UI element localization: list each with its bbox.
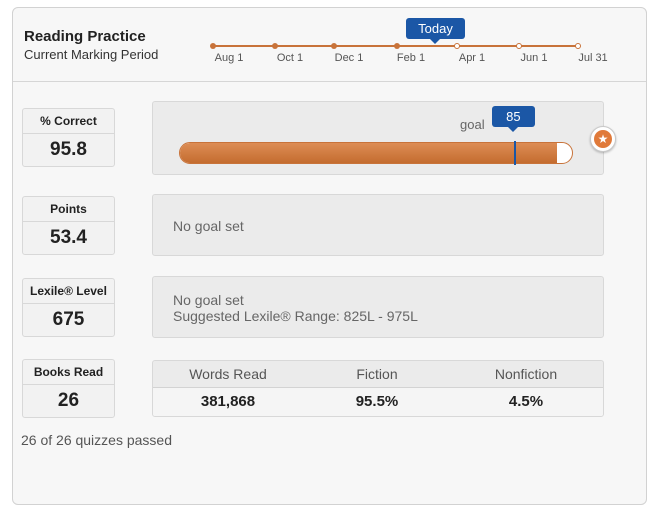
nonfiction-value: 4.5% <box>508 393 544 410</box>
stat-label: Books Read <box>23 360 114 385</box>
stat-points: Points 53.4 <box>22 196 115 255</box>
stat-label: Points <box>23 197 114 222</box>
stat-books-read: Books Read 26 <box>22 359 115 418</box>
timeline-dot-jun <box>516 43 522 49</box>
lexile-range: Suggested Lexile® Range: 825L - 975L <box>173 308 418 324</box>
timeline-label: Dec 1 <box>334 52 364 64</box>
goal-value-badge: 85 <box>491 106 535 132</box>
timeline-line-future <box>437 45 578 47</box>
nonfiction-label: Nonfiction <box>494 366 558 382</box>
timeline-dot-aug <box>210 43 216 49</box>
timeline-dot-jul <box>575 43 581 49</box>
stat-value: 95.8 <box>50 139 87 160</box>
points-goal-panel: No goal set <box>152 194 604 256</box>
timeline-dot-oct <box>272 43 278 49</box>
goal-label: goal <box>460 117 485 132</box>
card-title: Reading Practice <box>24 28 146 45</box>
correct-progress-bar <box>179 142 573 164</box>
correct-goal-panel: goal <box>152 101 604 175</box>
stat-percent-correct: % Correct 95.8 <box>22 108 115 167</box>
stat-value: 53.4 <box>50 227 87 248</box>
timeline-label: Aug 1 <box>214 52 244 64</box>
stat-value: 26 <box>57 390 80 411</box>
lexile-no-goal: No goal set <box>173 292 244 308</box>
words-read-value: 381,868 <box>200 393 256 410</box>
progress-fill <box>180 143 558 163</box>
stat-label: % Correct <box>23 109 114 134</box>
lexile-goal-panel: No goal set Suggested Lexile® Range: 825… <box>152 276 604 338</box>
quizzes-passed: 26 of 26 quizzes passed <box>21 432 172 448</box>
timeline-label: Jul 31 <box>578 52 608 64</box>
reading-practice-card: Reading Practice Current Marking Period … <box>12 7 647 505</box>
stat-label: Lexile® Level <box>23 279 114 304</box>
timeline-label: Jun 1 <box>520 52 548 64</box>
words-read-label: Words Read <box>189 366 267 382</box>
card-subtitle: Current Marking Period <box>24 47 159 62</box>
card-header: Reading Practice Current Marking Period … <box>13 8 646 82</box>
books-stats-panel: Words Read Fiction Nonfiction 381,868 95… <box>152 360 604 417</box>
today-marker: Today <box>406 18 465 44</box>
star-icon-glyph: ★ <box>594 130 612 148</box>
books-divider <box>153 387 603 388</box>
fiction-value: 95.5% <box>355 393 399 410</box>
points-no-goal: No goal set <box>173 218 244 234</box>
timeline-line-past <box>213 45 437 47</box>
timeline-dot-apr <box>454 43 460 49</box>
timeline-dot-feb <box>394 43 400 49</box>
stat-value: 675 <box>52 309 85 330</box>
star-icon[interactable]: ★ <box>590 126 616 152</box>
timeline-dot-dec <box>331 43 337 49</box>
fiction-label: Fiction <box>356 366 398 382</box>
marking-period-timeline: Aug 1 Oct 1 Dec 1 Feb 1 Apr 1 Jun 1 Jul … <box>13 8 646 81</box>
timeline-label: Oct 1 <box>276 52 304 64</box>
timeline-label: Feb 1 <box>396 52 426 64</box>
goal-marker <box>513 141 516 165</box>
stat-lexile-level: Lexile® Level 675 <box>22 278 115 337</box>
books-values-row <box>153 388 603 416</box>
timeline-label: Apr 1 <box>458 52 486 64</box>
